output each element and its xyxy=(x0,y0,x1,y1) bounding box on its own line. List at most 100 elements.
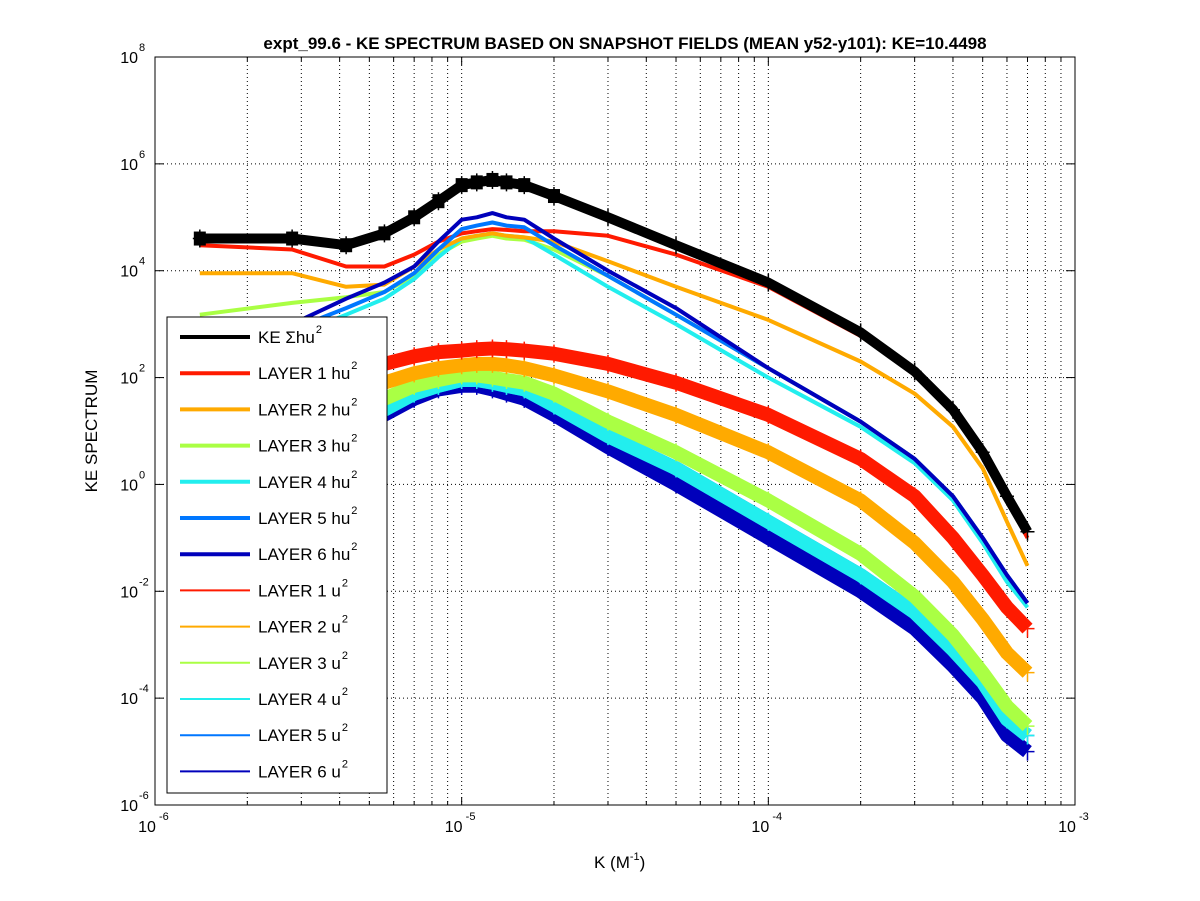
y-tick-label-exponent: 0 xyxy=(139,469,145,481)
data-marker-plus xyxy=(1020,619,1035,638)
plot-area xyxy=(154,56,1076,806)
legend-item: KE Σhu 2 xyxy=(180,324,322,347)
legend-label-exponent: 2 xyxy=(351,360,357,372)
series-line xyxy=(199,211,1030,605)
data-marker-plus xyxy=(999,598,1014,617)
y-tick-label: 10 xyxy=(120,371,138,388)
axis-ticks xyxy=(155,57,1075,805)
data-marker-plus xyxy=(469,173,484,192)
x-tick-label-exponent: -6 xyxy=(159,811,169,823)
legend-label-exponent: 2 xyxy=(351,505,357,517)
legend-label: LAYER 6 hu xyxy=(258,545,350,564)
data-marker-plus xyxy=(517,341,532,360)
data-marker-plus xyxy=(431,192,446,211)
y-tick-label: 10 xyxy=(120,691,138,708)
data-marker-plus xyxy=(499,173,514,192)
legend-label-exponent: 2 xyxy=(351,469,357,481)
y-tick-label-exponent: -2 xyxy=(139,576,149,588)
legend-label-exponent: 2 xyxy=(351,396,357,408)
legend-label-exponent: 2 xyxy=(351,433,357,445)
grid xyxy=(155,57,1075,805)
data-marker-plus xyxy=(546,187,561,206)
data-marker-plus xyxy=(485,339,500,358)
data-marker-plus xyxy=(853,566,868,585)
data-marker-plus xyxy=(407,364,422,383)
y-tick-label-exponent: 8 xyxy=(139,42,145,54)
series-layer-3-u2 xyxy=(192,366,1035,736)
y-tick-label-exponent: 2 xyxy=(139,363,145,375)
data-marker-plus xyxy=(600,382,615,401)
y-tick-label: 10 xyxy=(120,157,138,174)
data-marker-plus xyxy=(407,347,422,366)
x-axis-label-text: K (M xyxy=(594,853,630,872)
legend-label: LAYER 2 u xyxy=(258,618,341,637)
x-axis-label: K (M-1) xyxy=(594,851,645,872)
legend-item: LAYER 2 hu 2 xyxy=(180,396,357,419)
legend-label: LAYER 2 hu xyxy=(258,400,350,419)
y-tick-label-exponent: 6 xyxy=(139,149,145,161)
data-marker-plus xyxy=(945,626,960,645)
x-tick-label-exponent: -3 xyxy=(1079,811,1089,823)
legend-label: LAYER 1 u xyxy=(258,581,341,600)
data-marker-plus xyxy=(1020,663,1035,682)
data-marker-plus xyxy=(907,487,922,506)
data-marker-plus xyxy=(999,726,1014,745)
legend-item: LAYER 5 hu 2 xyxy=(180,505,357,528)
legend-label-exponent: 2 xyxy=(351,541,357,553)
data-marker-plus xyxy=(431,359,446,378)
data-marker-plus xyxy=(669,459,684,478)
legend-item: LAYER 3 hu 2 xyxy=(180,433,357,456)
data-marker-plus xyxy=(669,236,684,255)
data-marker-plus xyxy=(669,475,684,494)
data-marker-plus xyxy=(1020,522,1035,541)
data-marker-plus xyxy=(853,582,868,601)
x-axis-label-sup: -1 xyxy=(630,851,640,863)
data-marker-plus xyxy=(761,443,776,462)
data-marker-plus xyxy=(761,405,776,424)
data-marker-plus xyxy=(975,566,990,585)
legend-item: LAYER 6 hu 2 xyxy=(180,541,357,564)
legend-label-exponent: 2 xyxy=(342,614,348,626)
y-axis-label: KE SPECTRUM xyxy=(82,370,101,493)
data-marker-plus xyxy=(761,491,776,510)
y-tick-label: 10 xyxy=(120,798,138,815)
data-marker-plus xyxy=(1020,742,1035,761)
legend-label: LAYER 4 u xyxy=(258,690,341,709)
data-marker-plus xyxy=(999,643,1014,662)
data-marker-plus xyxy=(907,619,922,638)
data-marker-plus xyxy=(907,534,922,553)
data-marker-plus xyxy=(499,356,514,375)
data-marker-plus xyxy=(907,603,922,622)
data-marker-plus xyxy=(517,176,532,195)
y-tick-label-exponent: 4 xyxy=(139,256,145,268)
data-marker-plus xyxy=(853,323,868,342)
y-tick-label-exponent: -4 xyxy=(139,683,149,695)
x-tick-label: 10 xyxy=(751,819,769,836)
data-marker-plus xyxy=(377,224,392,243)
y-tick-label: 10 xyxy=(120,264,138,281)
legend-label: LAYER 5 hu xyxy=(258,509,350,528)
legend-label: LAYER 6 u xyxy=(258,762,341,781)
data-marker-plus xyxy=(485,170,500,189)
data-marker-plus xyxy=(907,362,922,381)
x-axis-label-close: ) xyxy=(640,853,646,872)
legend-label-exponent: 2 xyxy=(342,686,348,698)
data-marker-plus xyxy=(945,400,960,419)
data-marker-plus xyxy=(469,340,484,359)
legend-item: LAYER 4 hu 2 xyxy=(180,469,357,492)
data-marker-plus xyxy=(339,236,354,255)
data-marker-plus xyxy=(761,512,776,531)
data-marker-plus xyxy=(975,443,990,462)
data-marker-plus xyxy=(600,354,615,373)
data-marker-plus xyxy=(669,405,684,424)
data-marker-plus xyxy=(1020,717,1035,736)
data-marker-plus xyxy=(853,544,868,563)
